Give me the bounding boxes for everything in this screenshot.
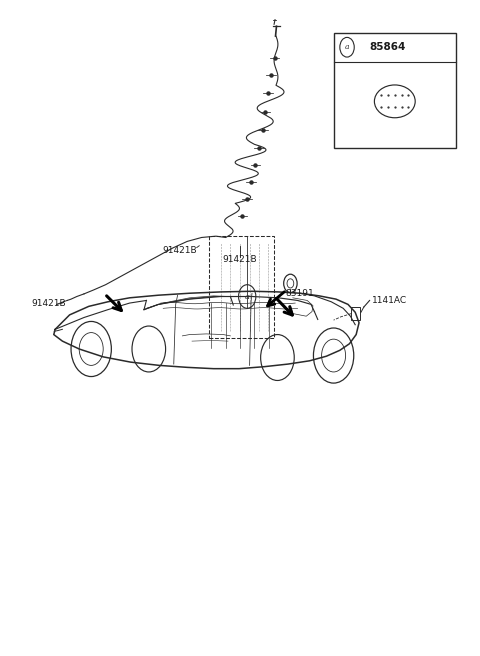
Text: 1141AC: 1141AC bbox=[372, 296, 407, 305]
Text: 85864: 85864 bbox=[370, 42, 406, 52]
Text: a: a bbox=[345, 43, 349, 51]
Bar bbox=[209, 236, 274, 338]
Text: 91421B: 91421B bbox=[223, 255, 257, 264]
Text: 91421B: 91421B bbox=[31, 298, 66, 308]
Text: 83191: 83191 bbox=[286, 289, 314, 298]
Bar bbox=[334, 33, 456, 148]
Bar bbox=[351, 307, 360, 320]
Text: 91421B: 91421B bbox=[163, 246, 197, 255]
Text: a: a bbox=[245, 293, 250, 300]
